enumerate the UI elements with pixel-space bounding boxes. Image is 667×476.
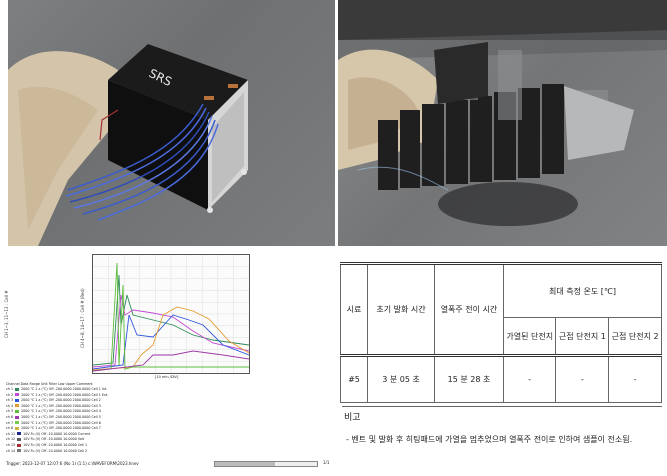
- legend-details: 2000 ℃ 1 ᴀ (℃) Off -200.0000 2000.0000 C…: [21, 387, 108, 391]
- cell-heated-cell: -: [502, 355, 557, 403]
- legend-details: 10V Fu (V) Off -10.0000 10.0000 Cell 2: [23, 448, 88, 453]
- legend-color-swatch: [15, 387, 20, 391]
- results-table: 시료 초기 발화 시간 열폭주 전이 시간 최대 측정 온도 [℃] 가열된 단…: [340, 262, 662, 403]
- legend-details: 10V Fu (V) Off -10.0000 10.0000 Current: [23, 431, 91, 436]
- legend-row: ch 11 10V Fu (V) Off -10.0000 10.0000 Cur…: [6, 432, 90, 436]
- remark-divider: [342, 406, 662, 407]
- photo-before-test: SRS: [8, 0, 335, 246]
- chart-plot-area: [92, 254, 250, 374]
- header-propagation: 열폭주 전이 시간: [434, 263, 504, 356]
- chart-x-axis-label: [10 min /DIV]: [155, 375, 179, 379]
- chart-series-line: [92, 274, 250, 366]
- legend-channel: ch 6: [6, 415, 14, 419]
- chart-series-line: [92, 350, 250, 372]
- legend-row: ch 13 10V Fu (V) Off -10.0000 10.0000 Cel…: [6, 443, 87, 447]
- legend-color-swatch: [17, 449, 22, 453]
- cell-sample: #5: [340, 355, 368, 403]
- legend-channel: ch 14: [6, 448, 16, 453]
- legend-color-swatch: [15, 409, 20, 413]
- chart-series-line: [92, 306, 250, 371]
- header-adjacent-1: 근접 단전지 1: [555, 317, 610, 356]
- scrollbar-thumb[interactable]: [215, 462, 275, 466]
- legend-row: ch 2 2000 ℃ 1 ᴀ (℃) Off -200.0000 2000.00…: [6, 393, 108, 397]
- header-heated-cell: 가열된 단전지: [502, 317, 557, 356]
- legend-color-swatch: [15, 398, 20, 402]
- legend-row: ch 14 10V Fu (V) Off -10.0000 10.0000 Cel…: [6, 449, 87, 453]
- header-max-temp: 최대 측정 온도 [℃]: [503, 263, 662, 318]
- legend-row: ch 7 2000 ℃ 1 ᴀ (℃) Off -200.0000 2000.00…: [6, 421, 101, 425]
- legend-channel: ch 4: [6, 403, 14, 408]
- cell-initial-ignition: 3 분 05 초: [367, 355, 435, 403]
- legend-channel: ch 12: [6, 437, 16, 442]
- trigger-status-text: Trigger: 2023-12-07 12:07:6 (No 1) (1:1)…: [6, 461, 139, 466]
- legend-row: ch 8 2000 ℃ 1 ᴀ (℃) Off -200.0000 2000.00…: [6, 426, 101, 430]
- legend-channel: ch 8: [6, 426, 14, 431]
- legend-channel: ch 11: [6, 431, 16, 436]
- remark-text: - 벤트 및 발화 후 히팅패드에 가열을 멈추었으며 열폭주 전이로 인하여 …: [346, 435, 633, 444]
- horizontal-scrollbar[interactable]: [214, 461, 318, 467]
- legend-color-swatch: [15, 421, 20, 425]
- header-sample: 시료: [340, 263, 368, 356]
- legend-details: 10V Fu (V) Off -10.0000 10.0000 Cell 1: [23, 443, 88, 447]
- temperature-chart-panel: CH 1~3, 11~13 : Cell # CH 4~8, 14~17 : C…: [0, 248, 335, 476]
- legend-row: ch 3 2000 ℃ 1 ᴀ (℃) Off -200.0000 2000.00…: [6, 398, 101, 402]
- legend-details: 2000 ℃ 1 ᴀ (℃) Off -200.0000 2000.0000 C…: [21, 415, 101, 419]
- legend-color-swatch: [15, 415, 20, 419]
- legend-color-swatch: [17, 437, 22, 441]
- legend-details: 2000 ℃ 1 ᴀ (℃) Off -200.0000 2000.0000 C…: [21, 392, 109, 397]
- chart-left-axis-label: CH 1~3, 11~13 : Cell #: [4, 290, 9, 338]
- legend-details: 2000 ℃ 1 ᴀ (℃) Off -200.0000 2000.0000 C…: [21, 398, 101, 403]
- chart-series-line: [92, 314, 250, 370]
- legend-details: 2000 ℃ 1 ᴀ (℃) Off -200.0000 2000.0000 C…: [21, 403, 101, 408]
- legend-row: ch 4 2000 ℃ 1 ᴀ (℃) Off -200.0000 2000.00…: [6, 404, 101, 408]
- cell-propagation: 15 분 28 초: [434, 355, 504, 403]
- legend-channel: ch 3: [6, 398, 14, 403]
- legend-color-swatch: [17, 443, 22, 447]
- legend-details: 10V Fu (V) Off -10.0000 10.0000 Volt: [23, 437, 85, 442]
- legend-channel: ch 7: [6, 420, 14, 425]
- legend-color-swatch: [17, 432, 22, 436]
- chart-series-line: [92, 262, 249, 372]
- page-indicator: 1/1: [323, 460, 330, 465]
- chart-right-axis-label: CH 4~8, 14~17 : Cell # (Red): [80, 288, 85, 348]
- photo-after-test: [338, 0, 667, 246]
- legend-row: ch 6 2000 ℃ 1 ᴀ (℃) Off -200.0000 2000.00…: [6, 415, 101, 419]
- legend-row: ch 12 10V Fu (V) Off -10.0000 10.0000 Vol…: [6, 437, 84, 441]
- results-table-panel: 시료 초기 발화 시간 열폭주 전이 시간 최대 측정 온도 [℃] 가열된 단…: [338, 248, 667, 476]
- legend-color-swatch: [15, 404, 20, 408]
- legend-channel: ch 13: [6, 443, 16, 447]
- legend-channel: ch 5: [6, 409, 14, 414]
- legend-row: ch 5 2000 ℃ 1 ᴀ (℃) Off -200.0000 2000.00…: [6, 409, 101, 413]
- legend-header-row: Channel Data Range Unit Filter Low Upper…: [6, 382, 93, 386]
- remark-title: 비고: [344, 413, 361, 423]
- header-adjacent-2: 근접 단전지 2: [608, 317, 662, 356]
- legend-channel: ch 2: [6, 392, 14, 397]
- legend-row: ch 1 2000 ℃ 1 ᴀ (℃) Off -200.0000 2000.00…: [6, 387, 107, 391]
- legend-color-swatch: [15, 393, 20, 397]
- legend-details: 2000 ℃ 1 ᴀ (℃) Off -200.0000 2000.0000 C…: [21, 420, 101, 425]
- legend-details: 2000 ℃ 1 ᴀ (℃) Off -200.0000 2000.0000 C…: [21, 426, 101, 431]
- legend-color-swatch: [15, 426, 20, 430]
- cell-adjacent-1: -: [555, 355, 610, 403]
- table-row: #5 3 분 05 초 15 분 28 초 - - -: [340, 355, 662, 403]
- header-initial-ignition: 초기 발화 시간: [367, 263, 435, 356]
- legend-channel: ch 1: [6, 387, 14, 391]
- cell-adjacent-2: -: [608, 355, 662, 403]
- legend-details: 2000 ℃ 1 ᴀ (℃) Off -200.0000 2000.0000 C…: [21, 409, 101, 414]
